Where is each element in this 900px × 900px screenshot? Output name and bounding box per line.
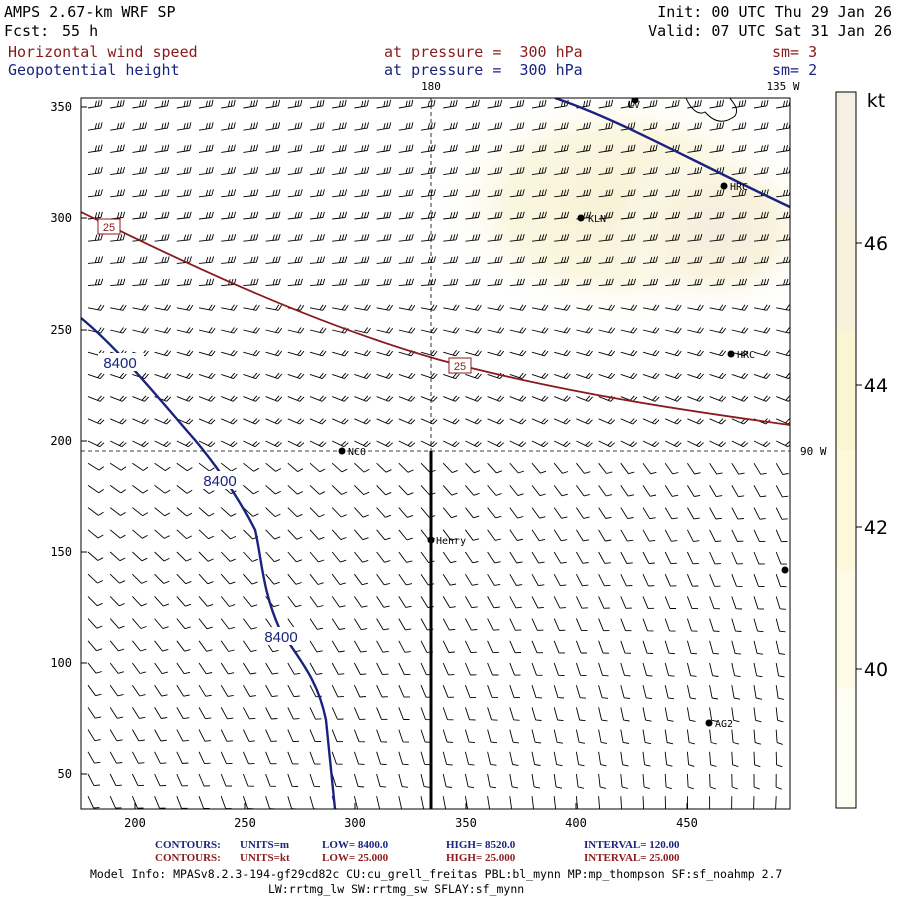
y-tick-label: 250 [50, 323, 72, 337]
x-tick-label: 200 [124, 816, 146, 830]
field2-smoothing: sm= 2 [772, 61, 818, 79]
plot-frame [80, 97, 791, 810]
color-bar-unit: kt [867, 90, 885, 112]
model-title: AMPS 2.67-km WRF SP [4, 3, 176, 21]
x-tick-label: 300 [344, 816, 366, 830]
height-contours-label: CONTOURS: [155, 839, 221, 851]
station-label-nco: NCO [348, 447, 366, 458]
color-bar-segment [836, 688, 856, 809]
field2-level: at pressure = 300 hPa [384, 61, 583, 79]
height-contour-8400-right [554, 98, 790, 209]
model-info-physics: LW:rrtmg_lw SW:rrtmg_sw SFLAY:sf_mynn [268, 882, 524, 896]
color-bar-segment [836, 569, 856, 690]
height-contour-label: 8400 [103, 355, 136, 372]
wind-units: UNITS=kt [240, 852, 290, 864]
y-tick-label: 350 [50, 100, 72, 114]
height-low: LOW= 8400.0 [322, 839, 389, 851]
color-bar-segment [836, 450, 856, 570]
station-marker [427, 536, 435, 544]
station-label-lv: LV [628, 100, 640, 111]
coastline [685, 98, 738, 122]
plot-area: 25 25 8400 8400 8400 NCO Henry KLN HRC H… [81, 98, 790, 809]
x-tick-label: 250 [234, 816, 256, 830]
wind-contour-label: 25 [454, 361, 466, 373]
station-marker [338, 447, 346, 455]
x-tick-label: 400 [565, 816, 587, 830]
x-tick-label: 350 [455, 816, 477, 830]
field2-name: Geopotential height [8, 61, 180, 79]
station-label-kln: KLN [588, 214, 606, 225]
color-bar-label: 46 [864, 233, 888, 255]
wind-interval: INTERVAL= 25.000 [584, 852, 680, 864]
height-contour-label: 8400 [264, 629, 297, 646]
station-marker [577, 214, 585, 222]
wind-high: HIGH= 25.000 [446, 852, 516, 864]
color-bar-label: 42 [864, 517, 888, 539]
color-bar-label: 44 [864, 375, 888, 397]
station-marker [727, 350, 735, 358]
forecast-label: Fcst: [4, 22, 50, 40]
y-axis: 350 300 250 200 150 100 50 [50, 100, 87, 781]
init-time: Init: 00 UTC Thu 29 Jan 26 [657, 3, 892, 21]
meridian-label-180: 180 [421, 80, 441, 93]
station-marker [705, 719, 713, 727]
field1-name: Horizontal wind speed [8, 43, 198, 61]
station-label-ag2: AG2 [715, 719, 733, 730]
height-units: UNITS=m [240, 839, 289, 851]
station-label-henry: Henry [436, 536, 466, 547]
y-tick-label: 50 [58, 767, 72, 781]
y-tick-label: 300 [50, 211, 72, 225]
height-contour-8400-left [81, 317, 337, 809]
color-bar-label: 40 [864, 659, 888, 681]
valid-time: Valid: 07 UTC Sat 31 Jan 26 [648, 22, 892, 40]
x-axis: 200 250 300 350 400 450 [124, 803, 698, 830]
field1-smoothing: sm= 3 [772, 43, 818, 61]
wind-contour-label: 25 [103, 222, 115, 234]
x-tick-label: 450 [676, 816, 698, 830]
height-contour-label: 8400 [203, 473, 236, 490]
height-high: HIGH= 8520.0 [446, 839, 516, 851]
meridian-label-135w: 135 W [766, 80, 799, 93]
height-interval: INTERVAL= 120.00 [584, 839, 680, 851]
station-marker [781, 566, 789, 574]
wind-low: LOW= 25.000 [322, 852, 389, 864]
wind-contours-label: CONTOURS: [155, 852, 221, 864]
y-tick-label: 100 [50, 656, 72, 670]
y-tick-label: 200 [50, 434, 72, 448]
forecast-hours: 55 h [62, 22, 99, 40]
station-label-hrc: HRC [737, 350, 755, 361]
y-tick-label: 150 [50, 545, 72, 559]
color-bar-segment [836, 92, 856, 212]
wind-shade-core [610, 140, 790, 320]
station-marker [631, 98, 639, 104]
color-bar: kt 46 44 42 40 [835, 90, 888, 809]
field1-level: at pressure = 300 hPa [384, 43, 583, 61]
color-bar-segment [836, 330, 856, 451]
wind-contour-25 [81, 211, 790, 426]
meridian-label-90w: 90 W [800, 445, 827, 458]
model-info: Model Info: MPASv8.2.3-194-gf29cd82c CU:… [90, 867, 782, 881]
wind-barbs [87, 99, 790, 809]
station-label-hrc-north: HRC [730, 182, 748, 193]
color-bar-segment [836, 211, 856, 332]
station-marker [720, 182, 728, 190]
